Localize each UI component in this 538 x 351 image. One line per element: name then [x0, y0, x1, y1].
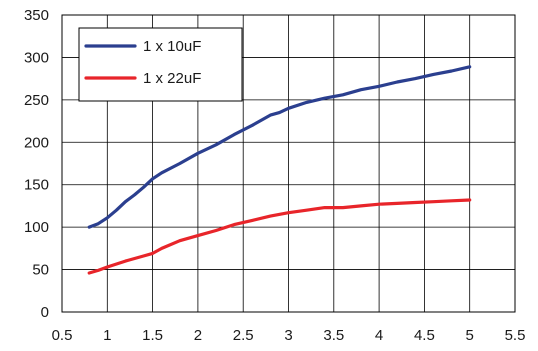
- plot-area-border: [61, 14, 516, 313]
- x-tick-label: 2.5: [233, 327, 254, 344]
- x-tick-label: 3.5: [323, 327, 344, 344]
- x-tick-label: 2: [194, 327, 202, 344]
- x-tick-label: 5.5: [505, 327, 526, 344]
- series-line-10uf: [87, 65, 472, 229]
- y-tick-label: 200: [24, 134, 49, 151]
- y-axis-tick-labels: 0 50 100 150 200 250 300 350: [24, 7, 49, 321]
- series-lines: [87, 65, 472, 275]
- x-axis-tick-labels: 0.5 1 1.5 2 2.5 3 3.5 4 4.5 5 5.5: [52, 327, 526, 344]
- legend: 1 x 10uF 1 x 22uF: [78, 27, 243, 102]
- x-tick-label: 4: [375, 327, 383, 344]
- series-line-22uf: [87, 198, 472, 275]
- y-tick-label: 250: [24, 92, 49, 109]
- legend-box: [78, 27, 243, 102]
- x-tick-label: 0.5: [52, 327, 73, 344]
- x-tick-label: 1: [103, 327, 111, 344]
- y-tick-label: 0: [41, 304, 49, 321]
- x-tick-label: 3: [284, 327, 292, 344]
- y-tick-label: 300: [24, 49, 49, 66]
- x-tick-label: 1.5: [142, 327, 163, 344]
- legend-label-10uf: 1 x 10uF: [143, 38, 201, 55]
- x-tick-label: 5: [466, 327, 474, 344]
- y-tick-label: 350: [24, 7, 49, 24]
- y-tick-label: 100: [24, 219, 49, 236]
- y-tick-label: 150: [24, 177, 49, 194]
- y-tick-label: 50: [32, 262, 49, 279]
- legend-label-22uf: 1 x 22uF: [143, 70, 201, 87]
- x-tick-label: 4.5: [414, 327, 435, 344]
